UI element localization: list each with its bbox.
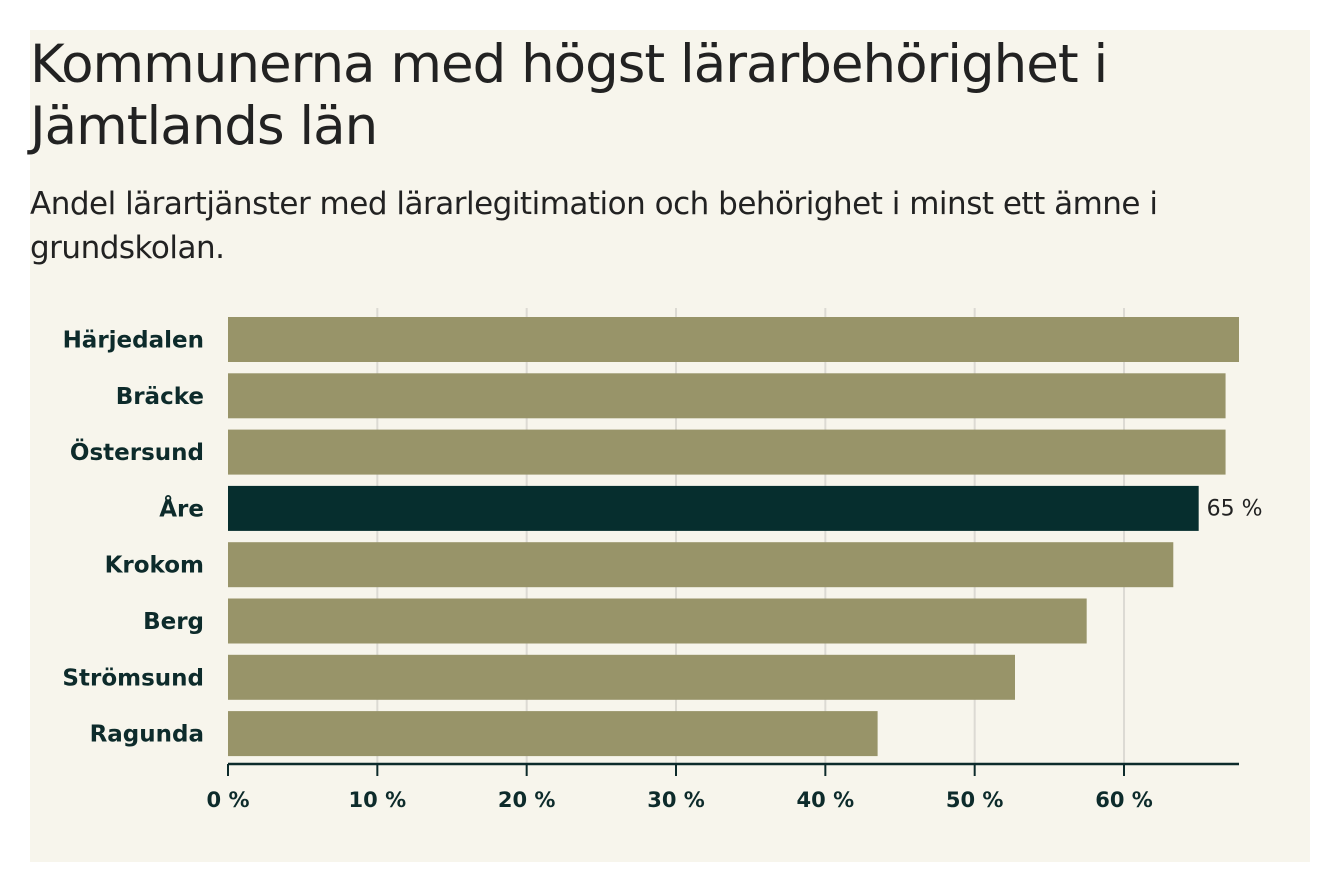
- bar-1: [228, 373, 1226, 419]
- category-label: Östersund: [70, 438, 204, 466]
- category-label: Strömsund: [62, 665, 204, 691]
- x-axis: 0 % 10 % 20 % 30 % 40 % 50 % 60 %: [207, 762, 1239, 812]
- category-label: Berg: [143, 609, 204, 635]
- category-label: Bräcke: [116, 384, 204, 410]
- bar-4: [228, 542, 1174, 588]
- category-label: Ragunda: [90, 722, 204, 748]
- x-tick-label: 20 %: [498, 788, 556, 812]
- category-label: Krokom: [105, 553, 204, 579]
- bar-2: [228, 429, 1226, 475]
- chart-title: Kommunerna med högst lärarbehörighet i J…: [30, 34, 1108, 157]
- category-labels: Härjedalen Bräcke Östersund Åre 65 % Krokom Be…: [62, 328, 1262, 748]
- x-tick-label: 40 %: [797, 788, 855, 812]
- x-tick-label: 0 %: [207, 788, 250, 812]
- bar-0: [228, 317, 1239, 362]
- chart-subtitle: Andel lärartjänster med lärarlegitimatio…: [30, 186, 1158, 266]
- bar-5: [228, 598, 1087, 644]
- bar-3: [228, 485, 1199, 531]
- x-tick-label: 60 %: [1095, 788, 1153, 812]
- category-label: Härjedalen: [63, 328, 204, 354]
- data-label: 65 %: [1207, 496, 1263, 521]
- bar-6: [228, 654, 1015, 700]
- x-tick-label: 50 %: [946, 788, 1004, 812]
- bars: [228, 317, 1239, 757]
- bar-7: [228, 711, 878, 757]
- x-tick-label: 10 %: [349, 788, 407, 812]
- category-label: Åre: [159, 494, 204, 522]
- x-tick-label: 30 %: [647, 788, 705, 812]
